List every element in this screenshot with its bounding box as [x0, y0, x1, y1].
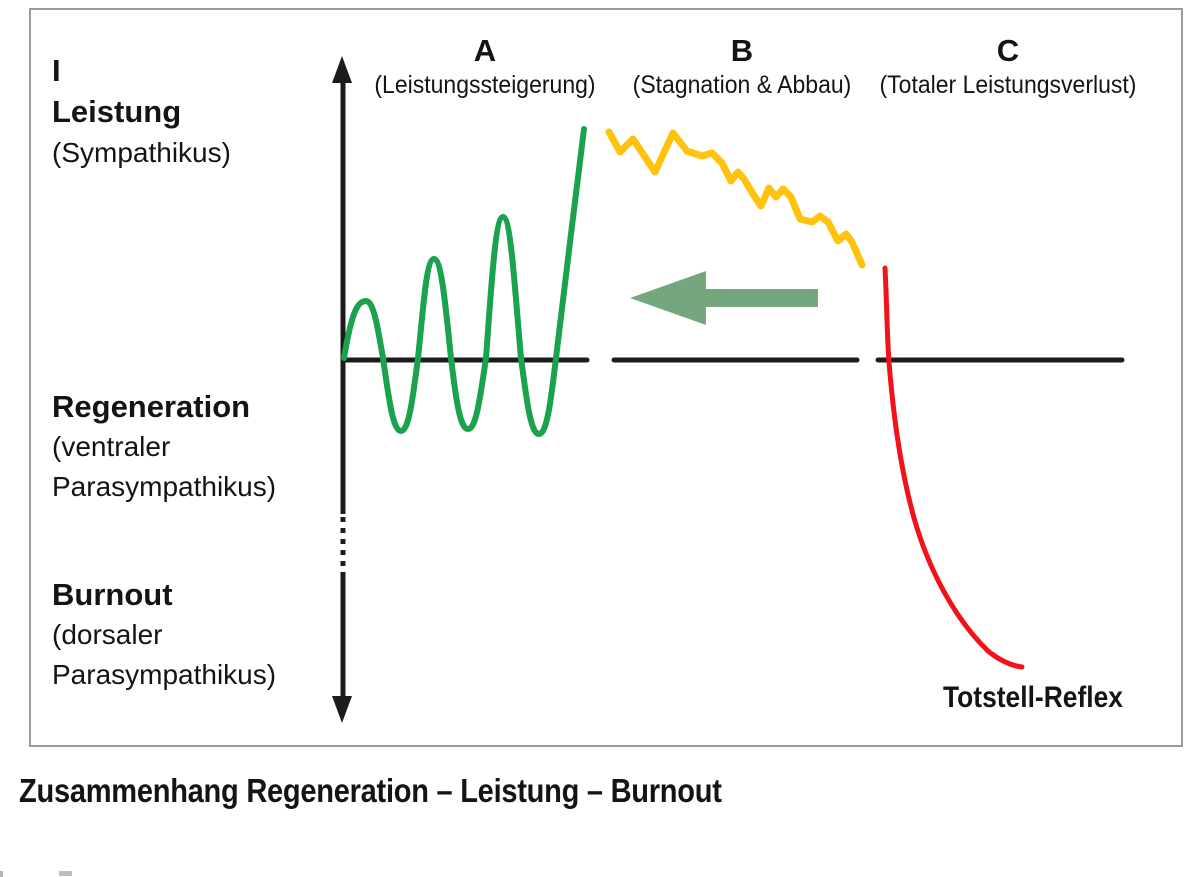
- phase-b-letter: B: [730, 33, 754, 68]
- totstell-reflex-label: Totstell-Reflex: [943, 681, 1123, 714]
- phase-a-letter: A: [473, 33, 497, 68]
- phase-header-a: A (Leistungssteigerung): [363, 33, 607, 101]
- cut-off-text-artifact: [0, 871, 3, 877]
- phase-a-subtitle: (Leistungssteigerung): [374, 71, 596, 99]
- label-leistung-title: Leistung: [52, 94, 182, 129]
- label-burnout-title: Burnout: [52, 577, 173, 612]
- label-leistung-sub: (Sympathikus): [52, 137, 231, 168]
- phase-c-letter: C: [996, 33, 1020, 68]
- phase-header-c: C (Totaler Leistungsverlust): [858, 33, 1158, 101]
- phase-header-b: B (Stagnation & Abbau): [623, 33, 861, 101]
- y-axis-label-regeneration: Regeneration (ventraler Parasympathikus): [52, 387, 276, 507]
- phase-c-subtitle: (Totaler Leistungsverlust): [879, 71, 1137, 99]
- y-axis-label-burnout: Burnout (dorsaler Parasympathikus): [52, 575, 276, 695]
- figure-caption: Zusammenhang Regeneration – Leistung – B…: [19, 772, 722, 809]
- cut-off-text-artifact: [59, 871, 72, 876]
- label-leistung-mark: I: [52, 53, 61, 88]
- label-burnout-sub1: (dorsaler: [52, 619, 163, 650]
- label-regeneration-sub1: (ventraler: [52, 431, 171, 462]
- label-burnout-sub2: Parasympathikus): [52, 659, 277, 690]
- label-regeneration-title: Regeneration: [52, 389, 251, 424]
- y-axis-label-leistung: I Leistung (Sympathikus): [52, 50, 231, 173]
- label-regeneration-sub2: Parasympathikus): [52, 471, 277, 502]
- phase-b-subtitle: (Stagnation & Abbau): [632, 71, 852, 99]
